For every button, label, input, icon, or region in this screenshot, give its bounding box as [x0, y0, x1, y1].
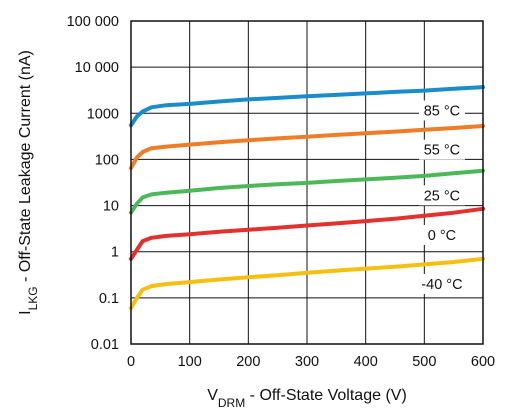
plot-frame [130, 20, 484, 345]
y-tick-label: 0.01 [91, 337, 119, 353]
label-layer: 85 °C 55 °C 25 °C 0 °C -40 °C [415, 100, 469, 294]
tick-layer: 0 100 200 300 400 500 600 0.01 0.1 1 10 100 1000 10 0… [67, 14, 496, 370]
y-axis-title-rest: - Off-State Leakage Current (nA) [17, 50, 34, 286]
y-tick-label: 10 000 [75, 60, 119, 76]
x-axis-title-sub: DRM [218, 396, 245, 410]
series-label-bg [418, 100, 465, 121]
y-tick-label: 100 000 [67, 14, 119, 30]
y-axis-title-sub: LKG [26, 286, 40, 310]
series-label-bg [418, 185, 465, 206]
series-label: 85 °C [424, 104, 460, 120]
x-axis-title: VDRM - Off-State Voltage (V) [207, 387, 407, 410]
series-label-bg [418, 139, 465, 160]
series-label: 25 °C [424, 188, 460, 204]
series-line-3 [129, 168, 485, 215]
x-axis-title-main: V [207, 387, 218, 404]
series-label: -40 °C [421, 277, 462, 293]
y-tick-label: 100 [95, 152, 119, 168]
y-tick-label: 1000 [87, 106, 119, 122]
x-tick-label: 500 [412, 354, 436, 370]
x-tick-label: 600 [471, 354, 495, 370]
x-tick-label: 400 [354, 354, 378, 370]
x-tick-label: 100 [178, 354, 202, 370]
series-line-5 [129, 256, 485, 311]
series-label-bg [422, 224, 462, 245]
series-label: 0 °C [428, 228, 456, 244]
x-tick-label: 300 [295, 354, 319, 370]
series-layer [129, 85, 485, 311]
series-line-1 [129, 85, 485, 128]
y-tick-label: 10 [103, 199, 119, 215]
y-tick-label: 0.1 [99, 291, 119, 307]
y-tick-label: 1 [111, 245, 119, 261]
y-axis-title: ILKG - Off-State Leakage Current (nA) [17, 50, 40, 315]
series-line-4 [129, 206, 485, 261]
x-tick-label: 200 [236, 354, 260, 370]
x-axis-title-rest: - Off-State Voltage (V) [245, 387, 407, 404]
y-axis-title-main: I [17, 310, 34, 314]
series-label: 55 °C [424, 143, 460, 159]
series-line-2 [129, 124, 485, 171]
x-tick-label: 0 [127, 354, 135, 370]
series-label-bg [415, 273, 469, 294]
